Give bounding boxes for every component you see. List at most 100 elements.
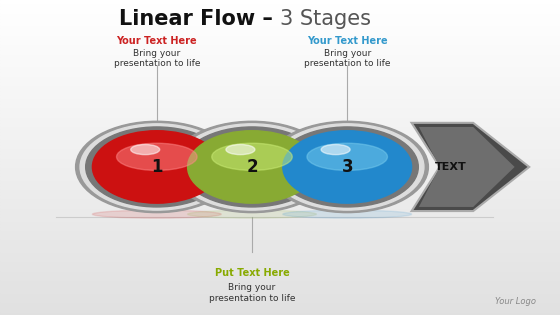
Circle shape — [283, 131, 412, 203]
Bar — [0, 274, 560, 277]
Bar — [0, 290, 560, 293]
Bar — [0, 13, 560, 16]
Circle shape — [181, 127, 323, 207]
Bar — [0, 107, 560, 110]
Bar — [0, 82, 560, 85]
Bar — [0, 35, 560, 38]
Bar — [0, 183, 560, 186]
Text: Bring your
presentation to life: Bring your presentation to life — [209, 284, 295, 303]
Ellipse shape — [116, 143, 197, 170]
Bar — [0, 142, 560, 145]
Text: 1: 1 — [151, 158, 162, 176]
Bar — [0, 104, 560, 107]
Text: Your Logo: Your Logo — [494, 296, 536, 306]
Text: 3: 3 — [342, 158, 353, 176]
Bar — [0, 47, 560, 50]
Bar — [0, 296, 560, 299]
Text: Put Text Here: Put Text Here — [214, 268, 290, 278]
Bar — [0, 236, 560, 239]
Bar — [0, 287, 560, 290]
Bar — [0, 101, 560, 104]
Bar — [0, 129, 560, 132]
Circle shape — [270, 124, 424, 210]
Bar — [0, 224, 560, 227]
Bar — [0, 170, 560, 173]
Bar — [0, 208, 560, 211]
Bar — [0, 72, 560, 76]
Bar — [0, 243, 560, 246]
Circle shape — [76, 121, 238, 213]
Bar — [0, 211, 560, 214]
Bar — [0, 3, 560, 6]
Bar — [0, 302, 560, 306]
Bar — [0, 217, 560, 220]
Bar — [0, 233, 560, 236]
Ellipse shape — [92, 210, 221, 218]
Bar — [0, 280, 560, 284]
Bar — [0, 205, 560, 208]
Bar — [0, 117, 560, 120]
Circle shape — [92, 131, 221, 203]
Polygon shape — [412, 123, 529, 211]
Bar — [0, 252, 560, 255]
Bar — [0, 88, 560, 91]
Ellipse shape — [226, 145, 255, 155]
Bar — [0, 76, 560, 79]
Ellipse shape — [307, 143, 388, 170]
Bar — [0, 66, 560, 69]
Bar — [0, 284, 560, 287]
Bar — [0, 246, 560, 249]
Bar — [0, 145, 560, 148]
Circle shape — [80, 124, 234, 210]
Polygon shape — [419, 127, 515, 207]
Bar — [0, 220, 560, 224]
Bar — [0, 63, 560, 66]
Ellipse shape — [212, 143, 292, 170]
Bar — [0, 180, 560, 183]
Bar — [0, 202, 560, 205]
Text: Bring your
presentation to life: Bring your presentation to life — [304, 49, 390, 68]
Bar — [0, 16, 560, 19]
Bar — [0, 79, 560, 82]
Bar — [0, 57, 560, 60]
Bar — [0, 22, 560, 25]
Bar — [0, 192, 560, 195]
Circle shape — [188, 131, 316, 203]
Bar — [0, 258, 560, 261]
Circle shape — [171, 121, 333, 213]
Text: TEXT: TEXT — [435, 162, 466, 172]
Bar — [0, 91, 560, 94]
Bar — [0, 110, 560, 113]
Ellipse shape — [188, 210, 316, 218]
Bar — [0, 293, 560, 296]
Bar — [0, 249, 560, 252]
Bar — [0, 265, 560, 268]
Bar — [0, 214, 560, 217]
Text: Linear Flow –: Linear Flow – — [119, 9, 280, 29]
Bar — [0, 32, 560, 35]
Bar — [0, 173, 560, 176]
Circle shape — [266, 121, 428, 213]
Bar — [0, 164, 560, 167]
Bar — [0, 28, 560, 32]
Bar — [0, 255, 560, 258]
Bar — [0, 277, 560, 280]
Bar — [0, 132, 560, 135]
Bar — [0, 38, 560, 41]
Bar — [0, 158, 560, 161]
Bar — [0, 299, 560, 302]
Bar — [0, 44, 560, 47]
Bar — [0, 309, 560, 312]
Bar — [0, 195, 560, 198]
Bar — [0, 148, 560, 151]
Bar — [0, 268, 560, 271]
Bar — [0, 113, 560, 117]
Bar — [0, 261, 560, 265]
Circle shape — [276, 127, 418, 207]
Circle shape — [86, 127, 228, 207]
Bar — [0, 230, 560, 233]
Text: 2: 2 — [246, 158, 258, 176]
Circle shape — [175, 124, 329, 210]
Bar — [0, 98, 560, 101]
Bar — [0, 94, 560, 98]
